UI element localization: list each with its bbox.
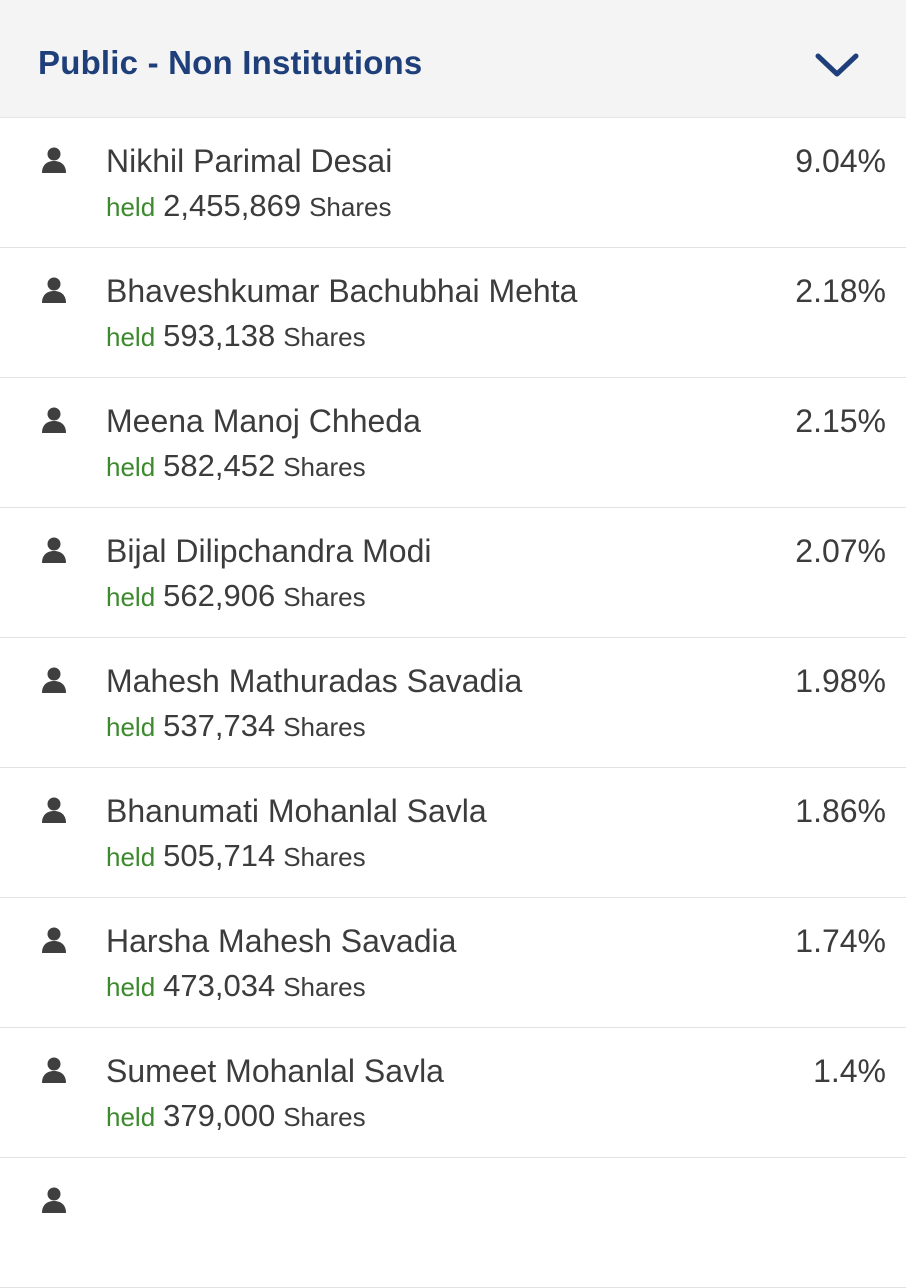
person-icon [42,407,66,433]
list-item[interactable]: Mahesh Mathuradas Savadia held 537,734 Sha… [0,638,906,768]
chevron-down-icon[interactable] [812,48,862,82]
held-label: held [106,1102,156,1132]
list-item[interactable]: Bhanumati Mohanlal Savla held 505,714 Shar… [0,768,906,898]
shares-label: Shares [283,712,366,742]
section-title: Public - Non Institutions [38,44,423,81]
shares-label: Shares [283,322,366,352]
person-icon [42,797,66,823]
share-count: 379,000 [163,1098,276,1133]
held-line: held 2,455,869 Shares [106,188,391,224]
held-label: held [106,712,156,742]
held-line: held 537,734 Shares [106,708,366,744]
held-label: held [106,322,156,352]
holder-name: Sumeet Mohanlal Savla [106,1053,444,1089]
held-label: held [106,582,156,612]
share-count: 505,714 [163,838,276,873]
holders-list: Nikhil Parimal Desai held 2,455,869 Shares… [0,118,906,1288]
shares-label: Shares [283,1102,366,1132]
section-header[interactable]: Public - Non Institutions [0,0,906,118]
holder-name: Meena Manoj Chheda [106,403,421,439]
held-line: held 593,138 Shares [106,318,366,354]
list-item[interactable]: Harsha Mahesh Savadia held 473,034 Shares … [0,898,906,1028]
share-count: 582,452 [163,448,276,483]
held-label: held [106,192,156,222]
held-label: held [106,452,156,482]
list-item[interactable]: Bijal Dilipchandra Modi held 562,906 Share… [0,508,906,638]
shares-label: Shares [283,972,366,1002]
holding-percent: 1.98% [795,663,886,699]
holding-percent: 1.4% [813,1053,886,1089]
held-line: held 582,452 Shares [106,448,366,484]
person-icon [42,277,66,303]
share-count: 473,034 [163,968,276,1003]
shares-label: Shares [309,192,392,222]
list-item[interactable]: Sumeet Mohanlal Savla held 379,000 Shares … [0,1028,906,1158]
holder-name: Bhanumati Mohanlal Savla [106,793,487,829]
shares-label: Shares [283,452,366,482]
person-icon [42,1187,66,1213]
holder-name: Bijal Dilipchandra Modi [106,533,432,569]
holding-percent: 2.15% [795,403,886,439]
held-line: held 379,000 Shares [106,1098,366,1134]
list-item[interactable]: Bhaveshkumar Bachubhai Mehta held 593,138… [0,248,906,378]
held-line: held 473,034 Shares [106,968,366,1004]
person-icon [42,927,66,953]
list-item[interactable]: Nikhil Parimal Desai held 2,455,869 Shares… [0,118,906,248]
list-item-partial[interactable] [0,1158,906,1288]
holding-percent: 1.74% [795,923,886,959]
held-line: held 505,714 Shares [106,838,366,874]
holder-name: Mahesh Mathuradas Savadia [106,663,523,699]
share-count: 593,138 [163,318,276,353]
holding-percent: 1.86% [795,793,886,829]
person-icon [42,147,66,173]
holding-percent: 9.04% [795,143,886,179]
holder-name: Harsha Mahesh Savadia [106,923,457,959]
held-label: held [106,842,156,872]
person-icon [42,1057,66,1083]
list-item[interactable]: Meena Manoj Chheda held 582,452 Shares 2.1… [0,378,906,508]
shares-label: Shares [283,842,366,872]
person-icon [42,667,66,693]
share-count: 537,734 [163,708,276,743]
held-label: held [106,972,156,1002]
share-count: 2,455,869 [163,188,302,223]
holder-name: Bhaveshkumar Bachubhai Mehta [106,273,578,309]
holding-percent: 2.07% [795,533,886,569]
person-icon [42,537,66,563]
holding-percent: 2.18% [795,273,886,309]
shares-label: Shares [283,582,366,612]
share-count: 562,906 [163,578,276,613]
held-line: held 562,906 Shares [106,578,366,614]
holder-name: Nikhil Parimal Desai [106,143,393,179]
